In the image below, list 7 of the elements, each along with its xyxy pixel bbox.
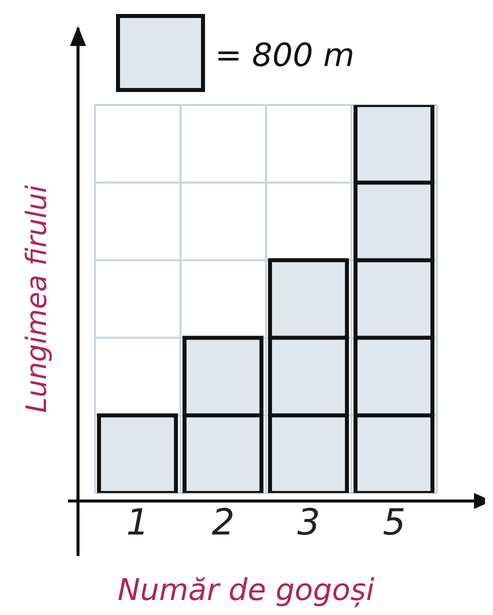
y-axis-title: Lungimea firului: [20, 184, 53, 413]
x-tick-label: 5: [382, 502, 406, 544]
text: = 800 m: [215, 36, 354, 74]
x-tick-label: 3: [297, 502, 320, 544]
x-tick-label: 2: [212, 502, 235, 544]
x-axis-title: Număr de gogoși: [118, 573, 376, 608]
x-tick-label: 1: [126, 502, 150, 544]
